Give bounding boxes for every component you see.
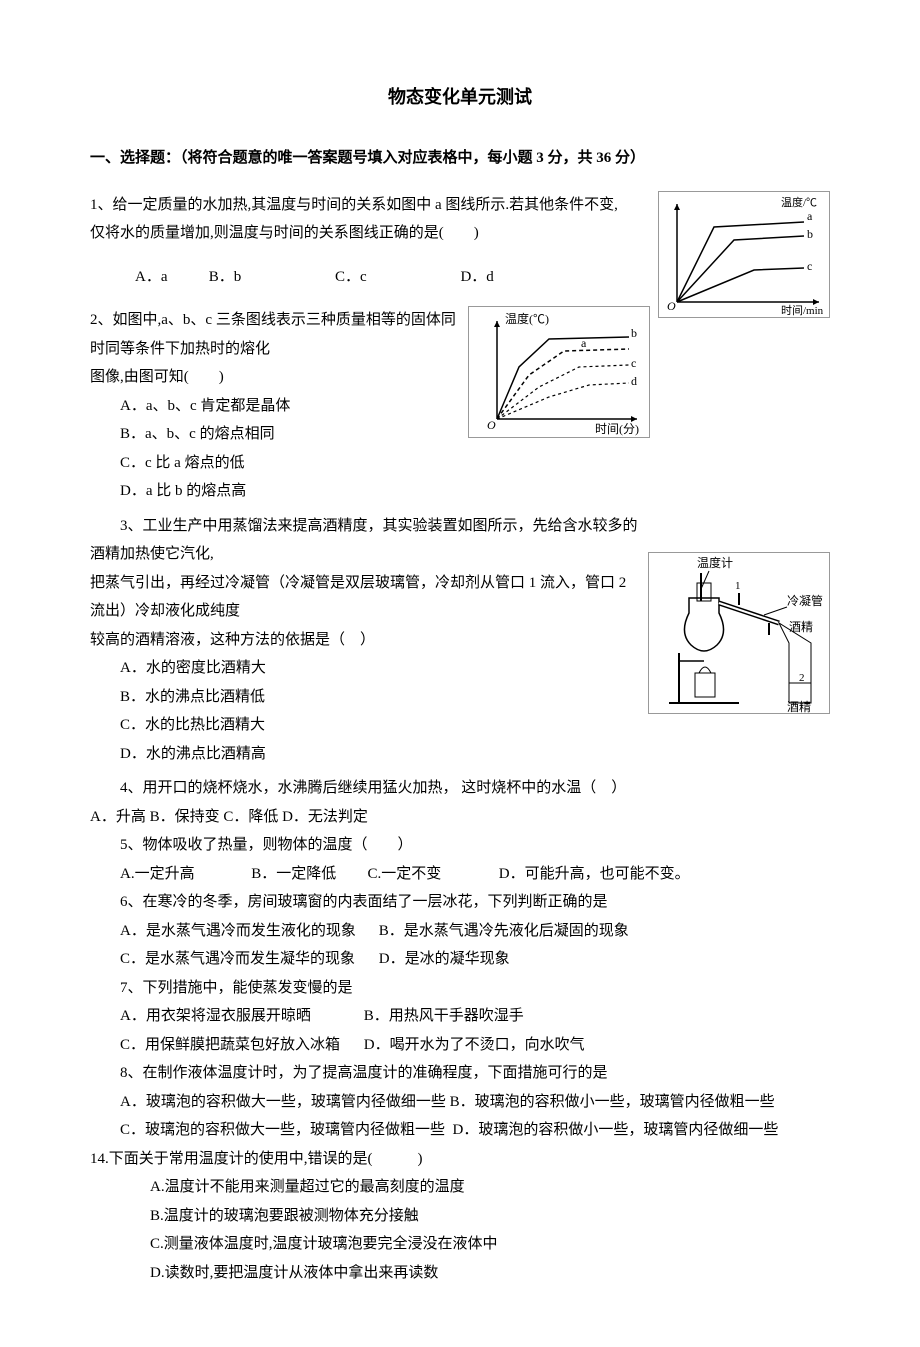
fig1-b: b — [807, 227, 813, 241]
figure-3: 温度计 冷凝管 1 2 酒精 — [648, 552, 830, 714]
q8-row2: C．玻璃泡的容积做大一些，玻璃管内径做粗一些 D．玻璃泡的容积做小一些，玻璃管内… — [90, 1116, 830, 1145]
q5-opt-d: D．可能升高，也可能不变。 — [499, 866, 690, 882]
q8-opt-d: D．玻璃泡的容积做小一些，玻璃管内径做细一些 — [453, 1122, 779, 1138]
q6-opt-d: D．是冰的凝华现象 — [379, 951, 510, 967]
fig3-l3: 酒精 — [789, 620, 813, 634]
q14-opt-c: C.测量液体温度时,温度计玻璃泡要完全浸没在液体中 — [150, 1230, 830, 1259]
figure-2: 温度(℃) O 时间(分) b a c d — [468, 306, 650, 438]
q4-opts: A．升高 B．保持变 C．降低 D．无法判定 — [90, 803, 830, 832]
q7-opt-d: D．喝开水为了不烫口，向水吹气 — [364, 1037, 585, 1053]
fig2-d: d — [631, 374, 637, 388]
q7-row2: C．用保鲜膜把蔬菜包好放入冰箱 D．喝开水为了不烫口，向水吹气 — [90, 1031, 830, 1060]
q5-opt-b: B．一定降低 — [251, 860, 364, 889]
question-2: 温度(℃) O 时间(分) b a c d 2、如图中,a、b、c 三条图线表示… — [90, 306, 830, 506]
q7-opt-c: C．用保鲜膜把蔬菜包好放入冰箱 — [120, 1031, 360, 1060]
q8-row1: A．玻璃泡的容积做大一些，玻璃管内径做细一些 B．玻璃泡的容积做小一些，玻璃管内… — [90, 1088, 830, 1117]
q14-opt-a: A.温度计不能用来测量超过它的最高刻度的温度 — [150, 1173, 830, 1202]
q8-opt-b: B．玻璃泡的容积做小一些，玻璃管内径做粗一些 — [450, 1094, 775, 1110]
q8-text: 8、在制作液体温度计时，为了提高温度计的准确程度，下面措施可行的是 — [90, 1059, 830, 1088]
q3-opt-c: C．水的比热比酒精大 — [120, 711, 830, 740]
q7-text: 7、下列措施中，能使蒸发变慢的是 — [90, 974, 830, 1003]
q6-opt-a: A．是水蒸气遇冷而发生液化的现象 — [120, 917, 375, 946]
fig2-xlabel: 时间(分) — [595, 422, 639, 436]
fig3-n1: 1 — [735, 580, 741, 592]
question-1: 温度/℃ a b c 时间/min O 1、给一定质量的水加热,其温度与时间的关… — [90, 191, 830, 292]
fig2-a: a — [581, 336, 587, 350]
q2-opt-c: C．c 比 a 熔点的低 — [120, 449, 830, 478]
q7-row1: A．用衣架将湿衣服展开晾晒 B．用热风干手器吹湿手 — [90, 1002, 830, 1031]
q8-opt-c: C．玻璃泡的容积做大一些，玻璃管内径做粗一些 — [120, 1116, 445, 1145]
q14-text: 14.下面关于常用温度计的使用中,错误的是( ) — [90, 1145, 830, 1174]
fig3-n2: 2 — [799, 672, 805, 684]
fig2-b: b — [631, 326, 637, 340]
q6-row1: A．是水蒸气遇冷而发生液化的现象 B．是水蒸气遇冷先液化后凝固的现象 — [90, 917, 830, 946]
fig2-ylabel: 温度(℃) — [505, 311, 549, 326]
q8-opt-a: A．玻璃泡的容积做大一些，玻璃管内径做细一些 — [120, 1088, 446, 1117]
q1-opt-a: A．a — [135, 263, 168, 292]
fig2-c: c — [631, 356, 636, 370]
fig1-c: c — [807, 259, 812, 273]
fig3-l2: 冷凝管 — [787, 593, 823, 608]
q5-text: 5、物体吸收了热量，则物体的温度（ ） — [90, 831, 830, 860]
q5-opt-a: A.一定升高 — [120, 860, 248, 889]
q14-opt-b: B.温度计的玻璃泡要跟被测物体充分接触 — [150, 1202, 830, 1231]
q6-opt-c: C．是水蒸气遇冷而发生凝华的现象 — [120, 945, 375, 974]
fig3-l4: 酒精 — [787, 700, 811, 713]
q2-line2: 图像,由图可知( ) — [90, 363, 830, 392]
q6-row2: C．是水蒸气遇冷而发生凝华的现象 D．是冰的凝华现象 — [90, 945, 830, 974]
fig1-ylabel: 温度/℃ — [781, 195, 817, 209]
page-title: 物态变化单元测试 — [90, 80, 830, 114]
q14-opt-d: D.读数时,要把温度计从液体中拿出来再读数 — [150, 1259, 830, 1288]
q5-options: A.一定升高 B．一定降低 C.一定不变 D．可能升高，也可能不变。 — [90, 860, 830, 889]
q7-opt-b: B．用热风干手器吹湿手 — [364, 1008, 524, 1024]
section-1-header: 一、选择题：（将符合题意的唯一答案题号填入对应表格中，每小题 3 分，共 36 … — [90, 144, 830, 173]
q3-opt-d: D．水的沸点比酒精高 — [120, 740, 830, 769]
fig3-l1: 温度计 — [697, 555, 733, 570]
q6-text: 6、在寒冷的冬季，房间玻璃窗的内表面结了一层冰花，下列判断正确的是 — [90, 888, 830, 917]
q4-text: 4、用开口的烧杯烧水，水沸腾后继续用猛火加热， 这时烧杯中的水温（ ） — [90, 774, 830, 803]
fig2-O: O — [487, 418, 496, 432]
q5-opt-c: C.一定不变 — [368, 860, 496, 889]
q1-opt-c: C．c — [335, 263, 367, 292]
q1-opt-d: D．d — [460, 263, 493, 292]
q2-opt-d: D．a 比 b 的熔点高 — [120, 477, 830, 506]
q7-opt-a: A．用衣架将湿衣服展开晾晒 — [120, 1002, 360, 1031]
q2-line1: 2、如图中,a、b、c 三条图线表示三种质量相等的固体同时同等条件下加热时的熔化 — [90, 306, 830, 363]
fig1-a: a — [807, 209, 813, 223]
q1-opt-b: B．b — [209, 263, 242, 292]
question-3: 温度计 冷凝管 1 2 酒精 — [90, 512, 830, 769]
q6-opt-b: B．是水蒸气遇冷先液化后凝固的现象 — [379, 923, 629, 939]
figure-1: 温度/℃ a b c 时间/min O — [658, 191, 830, 318]
